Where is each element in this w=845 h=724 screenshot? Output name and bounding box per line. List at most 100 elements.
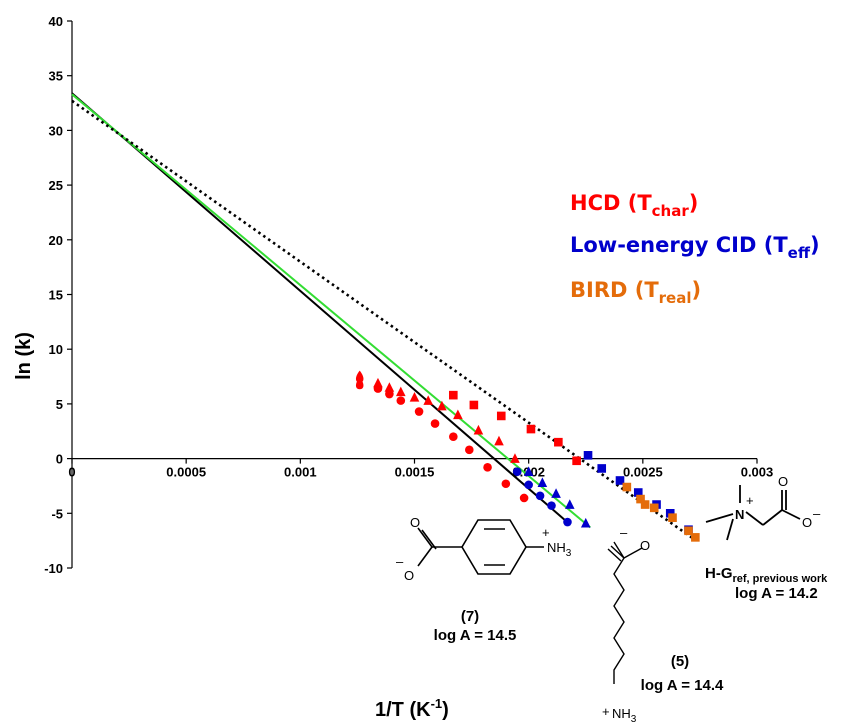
hcd-square-marker <box>449 390 458 400</box>
hcd-triangle-marker <box>373 377 383 388</box>
hcd-square-marker <box>496 411 506 421</box>
structure-7 <box>417 519 544 575</box>
x-tick-label: 0.0005 <box>166 465 206 480</box>
benzene-ring-7 <box>461 519 527 575</box>
hcd-drop-marker <box>355 370 364 383</box>
hcd-triangle-marker <box>453 409 463 420</box>
cid-triangle-marker <box>551 488 561 498</box>
x-tick-label: 0.0015 <box>395 465 435 480</box>
x-axis-title: 1/T (K-1) <box>375 696 449 721</box>
n-label-ref: N <box>735 507 744 522</box>
x-tick-label: 0 <box>68 465 75 480</box>
hcd-square-marker <box>526 424 536 434</box>
hcd-circle-marker <box>501 479 511 489</box>
y-tick-label: 35 <box>49 69 63 84</box>
x-tick-label: 0.001 <box>284 465 317 480</box>
y-ticks: -10 -5 0 5 10 15 20 25 30 35 40 <box>44 14 72 576</box>
y-tick-label: 15 <box>49 288 63 303</box>
hcd-circle-marker <box>430 419 440 428</box>
y-tick-label: 20 <box>49 233 63 248</box>
cid-triangle-marker <box>523 466 534 477</box>
hcd-circle-marker <box>519 493 529 503</box>
y-tick-label: 25 <box>49 178 63 193</box>
cid-circle-marker <box>524 480 533 490</box>
cid-circle-marker <box>547 501 556 510</box>
hcd-square-marker <box>572 456 581 466</box>
minus-5: – <box>620 525 628 540</box>
legend-item-bird: BIRD (Treal) <box>570 278 701 307</box>
y-tick-label: 10 <box>49 342 63 357</box>
plus-7: + <box>542 525 550 540</box>
hcd-triangle-marker <box>437 400 447 411</box>
nh3-label-7: NH3 <box>547 540 572 559</box>
o-label-refb: O <box>802 515 812 530</box>
structure-ref <box>705 485 801 541</box>
bird-square-marker <box>640 500 650 509</box>
bird-square-marker <box>649 503 659 513</box>
hcd-square-marker <box>469 400 479 410</box>
legend: HCD (Tchar) Low-energy CID (Teff) BIRD (… <box>570 191 820 307</box>
ref-loga: log A = 14.2 <box>735 585 818 602</box>
hcd-triangle-marker <box>494 435 504 446</box>
bird-square-marker <box>622 482 632 492</box>
cid-circle-marker <box>512 467 522 477</box>
hcd-square-marker <box>554 437 563 447</box>
bird-square-marker <box>636 494 645 504</box>
hcd-triangle-marker <box>510 453 520 463</box>
bird-square-marker <box>691 533 700 542</box>
hcd-circle-marker <box>385 389 394 399</box>
cid-triangle-marker <box>564 499 575 509</box>
hcd-triangle-marker <box>384 382 395 392</box>
minus-7: – <box>396 554 404 569</box>
y-axis-title: ln (k) <box>13 332 35 380</box>
cid-square-marker <box>615 476 625 485</box>
cid-triangle-marker <box>537 477 548 487</box>
hcd-drop-marker <box>355 377 364 390</box>
compound-5-loga: log A = 14.4 <box>641 677 724 694</box>
nh3-label-5: NH3 <box>612 706 637 724</box>
y-tick-label: 30 <box>49 123 63 138</box>
cid-square-marker <box>633 488 643 497</box>
plus-5: + <box>602 704 610 719</box>
hcd-circle-marker <box>414 407 424 416</box>
ref-label: H-Gref, previous work <box>705 565 828 585</box>
hcd-triangle-marker <box>396 386 406 397</box>
legend-item-hcd: HCD (Tchar) <box>570 191 698 220</box>
fit-line-fit-7 <box>71 92 571 525</box>
o-label-7a: O <box>410 515 420 530</box>
hcd-circle-marker <box>465 445 474 455</box>
cid-circle-marker <box>563 517 572 527</box>
y-tick-label: 0 <box>56 452 63 467</box>
o-label-7b: O <box>404 568 414 583</box>
y-tick-label: 40 <box>49 14 63 29</box>
x-tick-label: 0.003 <box>741 465 774 480</box>
plus-ref: + <box>746 493 754 508</box>
hcd-triangle-marker <box>409 392 420 402</box>
cid-circle-marker <box>535 491 545 501</box>
legend-item-cid: Low-energy CID (Teff) <box>570 233 820 262</box>
hcd-circle-marker <box>396 396 406 405</box>
hcd-circle-marker <box>483 463 492 472</box>
cid-square-marker <box>583 451 593 460</box>
structure-5 <box>607 541 643 684</box>
fit-lines <box>71 92 694 540</box>
y-tick-label: -10 <box>44 561 63 576</box>
compound-7-loga: log A = 14.5 <box>434 627 517 644</box>
bird-square-marker <box>684 526 693 536</box>
o-label-5a: O <box>640 538 650 553</box>
cid-square-marker <box>597 464 607 473</box>
x-tick-label: 0.0025 <box>623 465 663 480</box>
o-label-refa: O <box>778 474 788 489</box>
fit-line-fit-ref <box>71 99 694 540</box>
bird-square-marker <box>668 513 677 522</box>
compound-7-id: (7) <box>461 608 479 625</box>
y-tick-label: -5 <box>51 506 63 521</box>
hcd-triangle-marker <box>473 424 484 435</box>
y-tick-label: 5 <box>56 397 63 412</box>
data-markers <box>355 370 700 542</box>
hcd-circle-marker <box>449 432 458 442</box>
compound-5-id: (5) <box>671 653 689 670</box>
hcd-triangle-marker <box>423 395 433 405</box>
